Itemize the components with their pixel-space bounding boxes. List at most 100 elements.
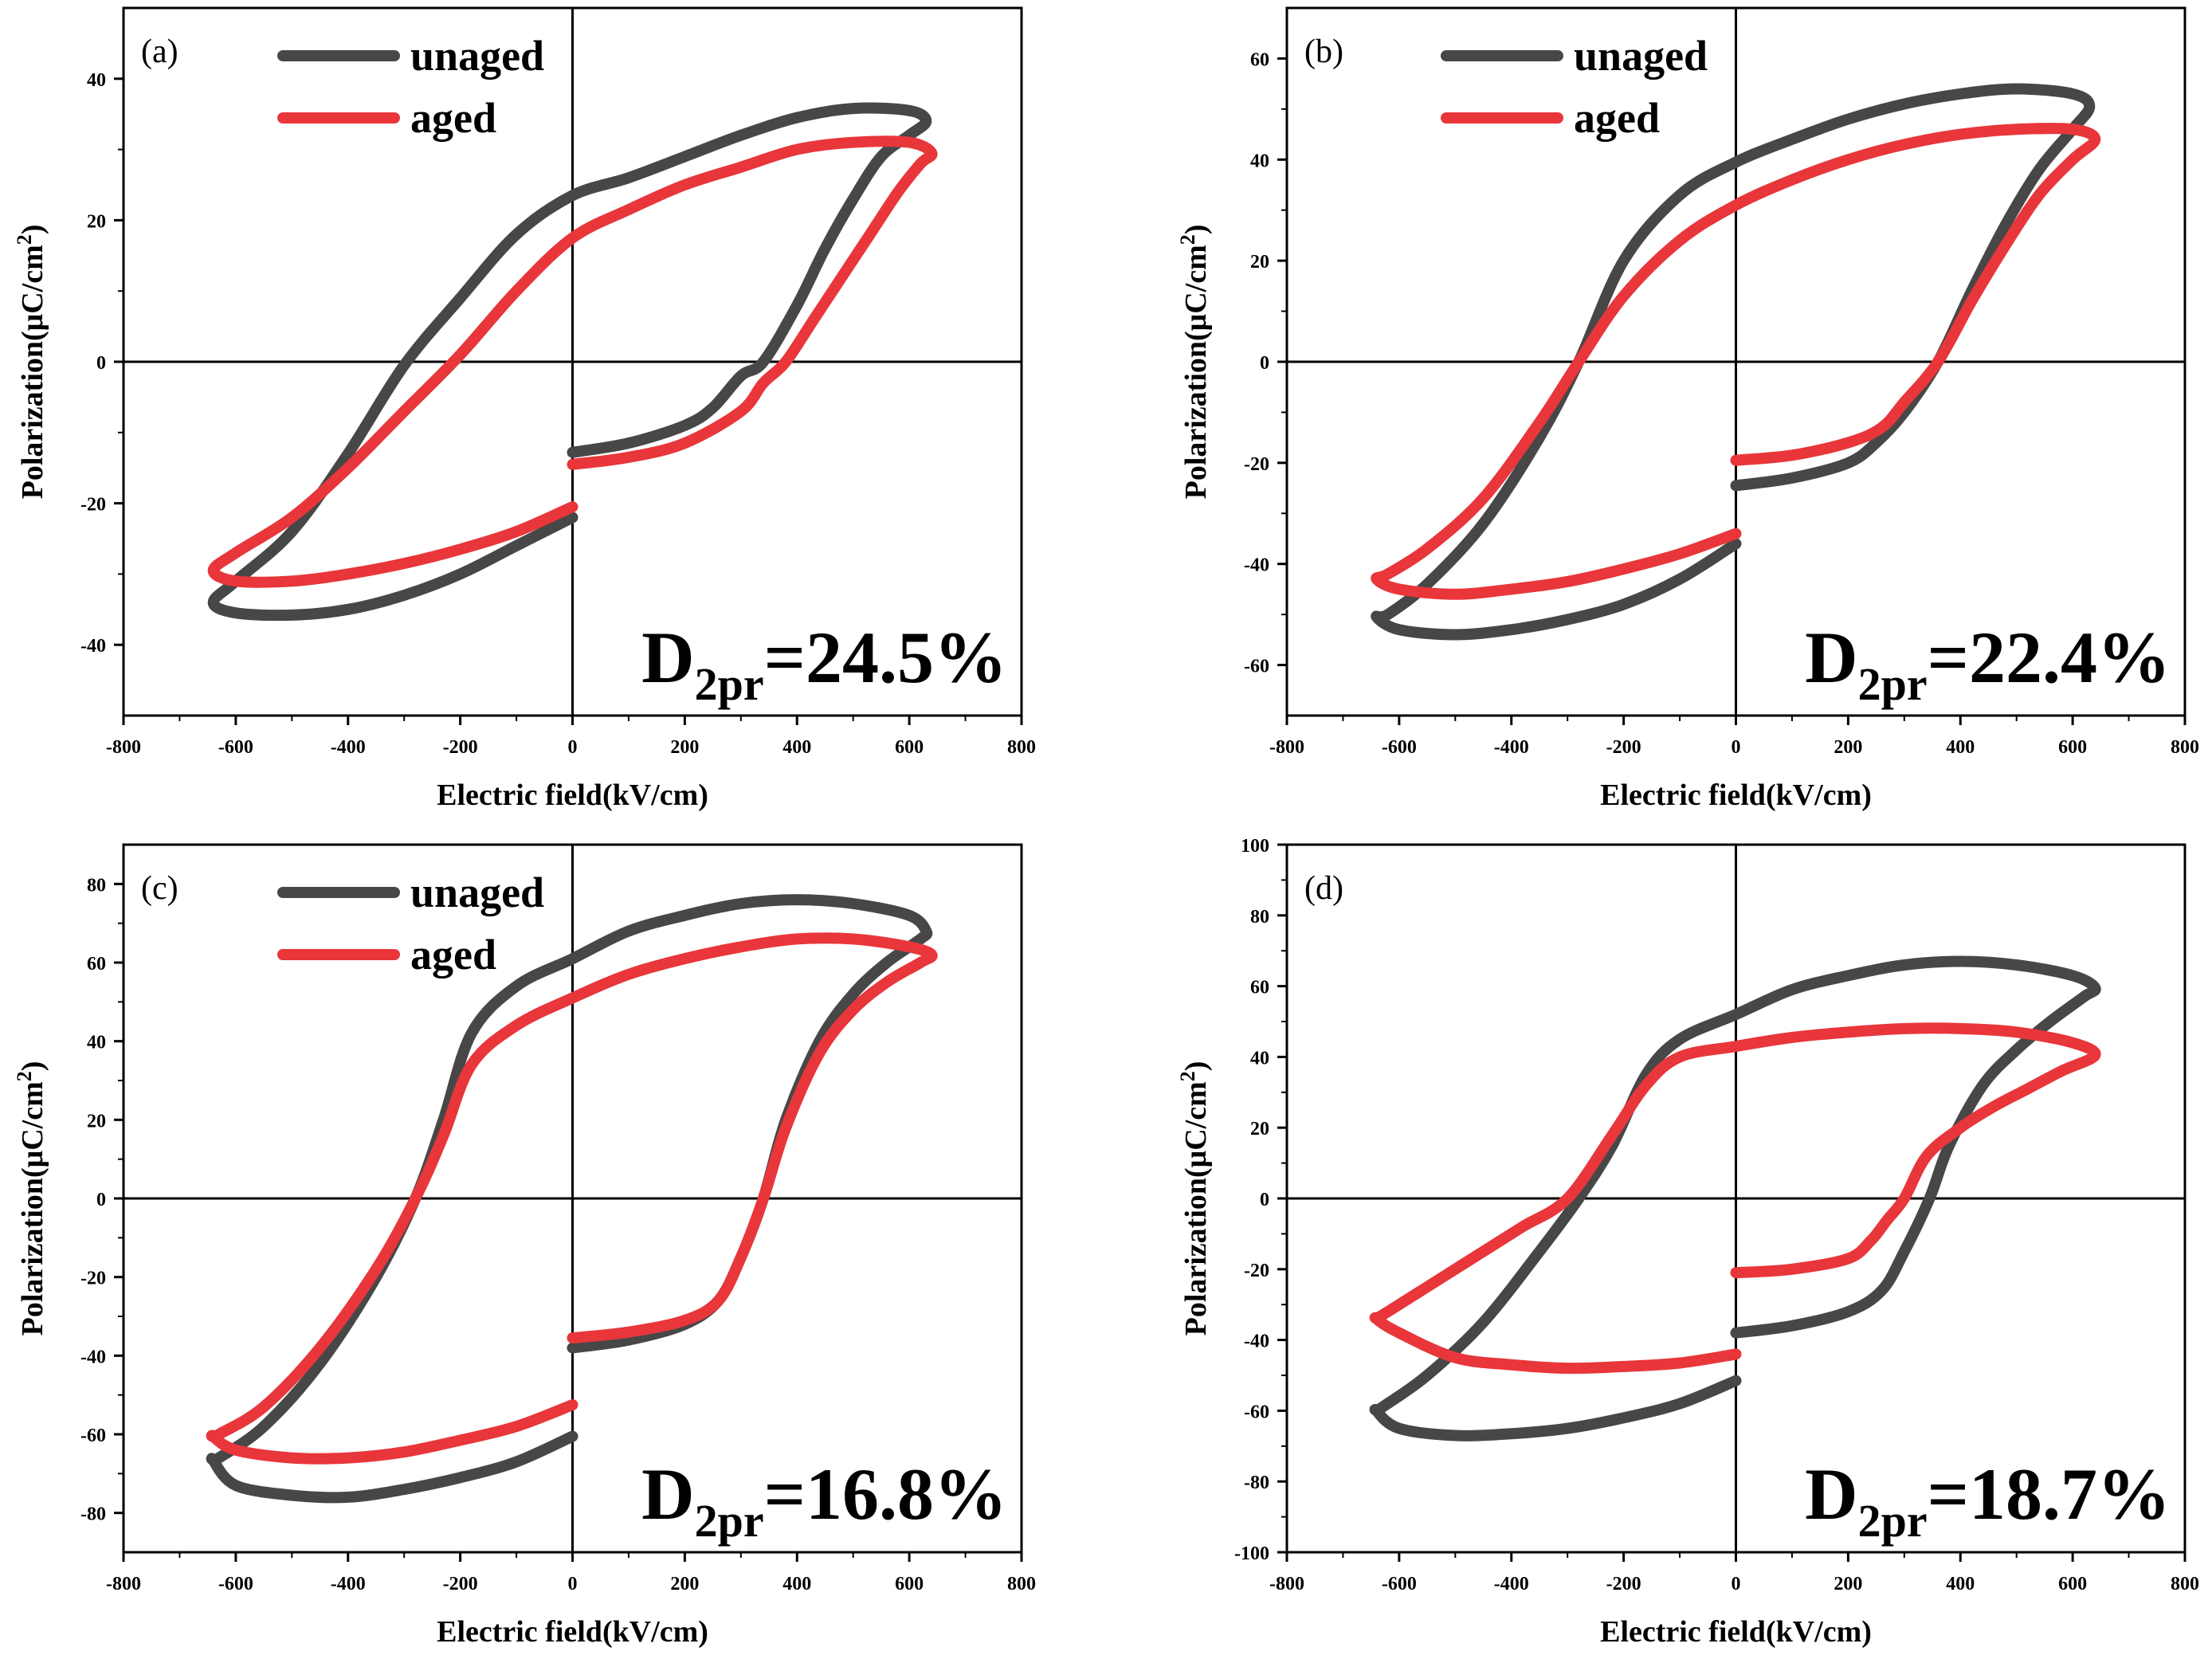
y-tick-label: 60 (1250, 49, 1269, 70)
x-tick-label: -800 (1269, 737, 1304, 758)
y-tick-label: 20 (87, 211, 106, 232)
chart-panel-a: -800 -600 -400 -200 0 200 400 600 800-40-2002040… (13, 6, 1036, 812)
y-tick-label: 0 (1260, 353, 1269, 374)
y-axis-title: Polarization(μC/cm2) (13, 225, 50, 500)
series-line-aged (1371, 123, 2101, 600)
x-tick-label: 400 (782, 1574, 811, 1594)
x-tick-label: -400 (331, 737, 366, 758)
dpr-annotation: D2pr=18.7% (1805, 1453, 2171, 1547)
y-tick-label: 80 (87, 875, 106, 896)
y-tick-label: -60 (1244, 657, 1269, 677)
x-tick-label: -200 (443, 1574, 478, 1594)
y-tick-label: -40 (80, 1347, 106, 1367)
y-tick-label: -40 (80, 636, 106, 657)
legend-label-aged: aged (410, 94, 496, 142)
y-tick-label: 60 (87, 954, 106, 975)
legend-label-unaged: unaged (410, 32, 544, 80)
y-tick-label: -80 (80, 1504, 106, 1525)
y-tick-label: -20 (80, 495, 106, 516)
y-tick-label: 40 (1250, 151, 1269, 171)
x-tick-label: 600 (895, 737, 924, 758)
x-tick-label: -600 (1382, 1574, 1417, 1594)
panel-label: (b) (1304, 33, 1343, 70)
x-tick-label: 600 (2058, 1574, 2087, 1594)
x-tick-label: -800 (106, 1574, 141, 1594)
x-tick-label: 0 (1732, 1574, 1741, 1594)
dpr-annotation: D2pr=16.8% (641, 1453, 1007, 1547)
x-tick-label: -600 (218, 737, 253, 758)
legend-label-aged: aged (1574, 94, 1660, 142)
x-tick-label: 200 (1834, 1574, 1862, 1594)
x-tick-label: -200 (1606, 737, 1641, 758)
panel-label: (c) (141, 870, 178, 907)
panel-label: (d) (1304, 870, 1343, 907)
series-line-aged (1369, 1022, 2101, 1375)
x-tick-label: -600 (1382, 737, 1417, 758)
x-tick-label: -400 (1494, 737, 1529, 758)
y-tick-label: -60 (80, 1426, 106, 1446)
x-tick-label: 0 (568, 1574, 578, 1594)
y-tick-label: -40 (1244, 555, 1269, 576)
y-tick-label: -20 (1244, 1261, 1269, 1281)
y-axis-title: Polarization(μC/cm2) (1176, 1061, 1214, 1336)
x-tick-label: 0 (568, 737, 578, 758)
series-line-aged (206, 932, 938, 1465)
x-tick-label: 800 (2171, 737, 2199, 758)
y-axis-title: Polarization(μC/cm2) (13, 1061, 50, 1336)
y-tick-label: 0 (96, 353, 106, 374)
x-tick-label: 200 (1834, 737, 1862, 758)
x-tick-label: 600 (2058, 737, 2087, 758)
x-axis-title: Electric field(kV/cm) (437, 1615, 708, 1649)
y-tick-label: 20 (1250, 252, 1269, 273)
y-tick-label: 0 (1260, 1190, 1269, 1210)
x-tick-label: -600 (218, 1574, 253, 1594)
x-axis-title: Electric field(kV/cm) (1600, 1615, 1872, 1649)
x-tick-label: -200 (1606, 1574, 1641, 1594)
x-tick-label: 800 (1007, 737, 1036, 758)
x-tick-label: 200 (670, 737, 699, 758)
chart-panel-d: -800 -600 -400 -200 0 200 400 600 800-100-80-60-… (1176, 836, 2200, 1649)
y-tick-label: -80 (1244, 1473, 1269, 1493)
x-tick-label: 400 (782, 737, 811, 758)
x-axis-title: Electric field(kV/cm) (437, 779, 708, 812)
x-tick-label: -400 (1494, 1574, 1529, 1594)
series-line-unaged (1369, 955, 2101, 1441)
x-tick-label: 200 (670, 1574, 699, 1594)
y-tick-label: -40 (1244, 1332, 1269, 1352)
y-tick-label: 80 (1250, 907, 1269, 928)
x-tick-label: 800 (1007, 1574, 1036, 1594)
y-tick-label: 60 (1250, 978, 1269, 998)
dpr-annotation: D2pr=22.4% (1805, 617, 2171, 710)
legend-label-aged: aged (410, 931, 496, 979)
panel-label: (a) (141, 33, 178, 70)
y-axis-title: Polarization(μC/cm2) (1176, 225, 1214, 500)
series-line-unaged (207, 102, 932, 622)
dpr-annotation: D2pr=24.5% (641, 617, 1007, 710)
legend-label-unaged: unaged (410, 869, 544, 916)
series-line-aged (207, 135, 938, 588)
x-tick-label: 400 (1946, 1574, 1975, 1594)
y-tick-label: 40 (1250, 1048, 1269, 1069)
y-tick-label: -20 (1244, 454, 1269, 475)
y-tick-label: -100 (1234, 1543, 1269, 1564)
y-tick-label: -60 (1244, 1402, 1269, 1422)
legend-label-unaged: unaged (1574, 32, 1708, 80)
x-tick-label: 0 (1732, 737, 1741, 758)
chart-panel-b: -800 -600 -400 -200 0 200 400 600 800-60-40-2002… (1176, 6, 2199, 812)
x-tick-label: -800 (1269, 1574, 1304, 1594)
x-axis-title: Electric field(kV/cm) (1600, 779, 1872, 812)
y-tick-label: 20 (1250, 1119, 1269, 1139)
x-tick-label: -200 (443, 737, 478, 758)
x-tick-label: -400 (331, 1574, 366, 1594)
x-tick-label: 400 (1946, 737, 1975, 758)
y-tick-label: 0 (96, 1190, 106, 1210)
y-tick-label: -20 (80, 1269, 106, 1289)
y-tick-label: 40 (87, 1033, 106, 1053)
y-tick-label: 40 (87, 70, 106, 91)
chart-panel-c: -800 -600 -400 -200 0 200 400 600 800-80-60-40-2… (13, 843, 1036, 1649)
x-tick-label: -800 (106, 737, 141, 758)
x-tick-label: 600 (895, 1574, 924, 1594)
y-tick-label: 100 (1241, 836, 1269, 857)
x-tick-label: 800 (2171, 1574, 2199, 1594)
